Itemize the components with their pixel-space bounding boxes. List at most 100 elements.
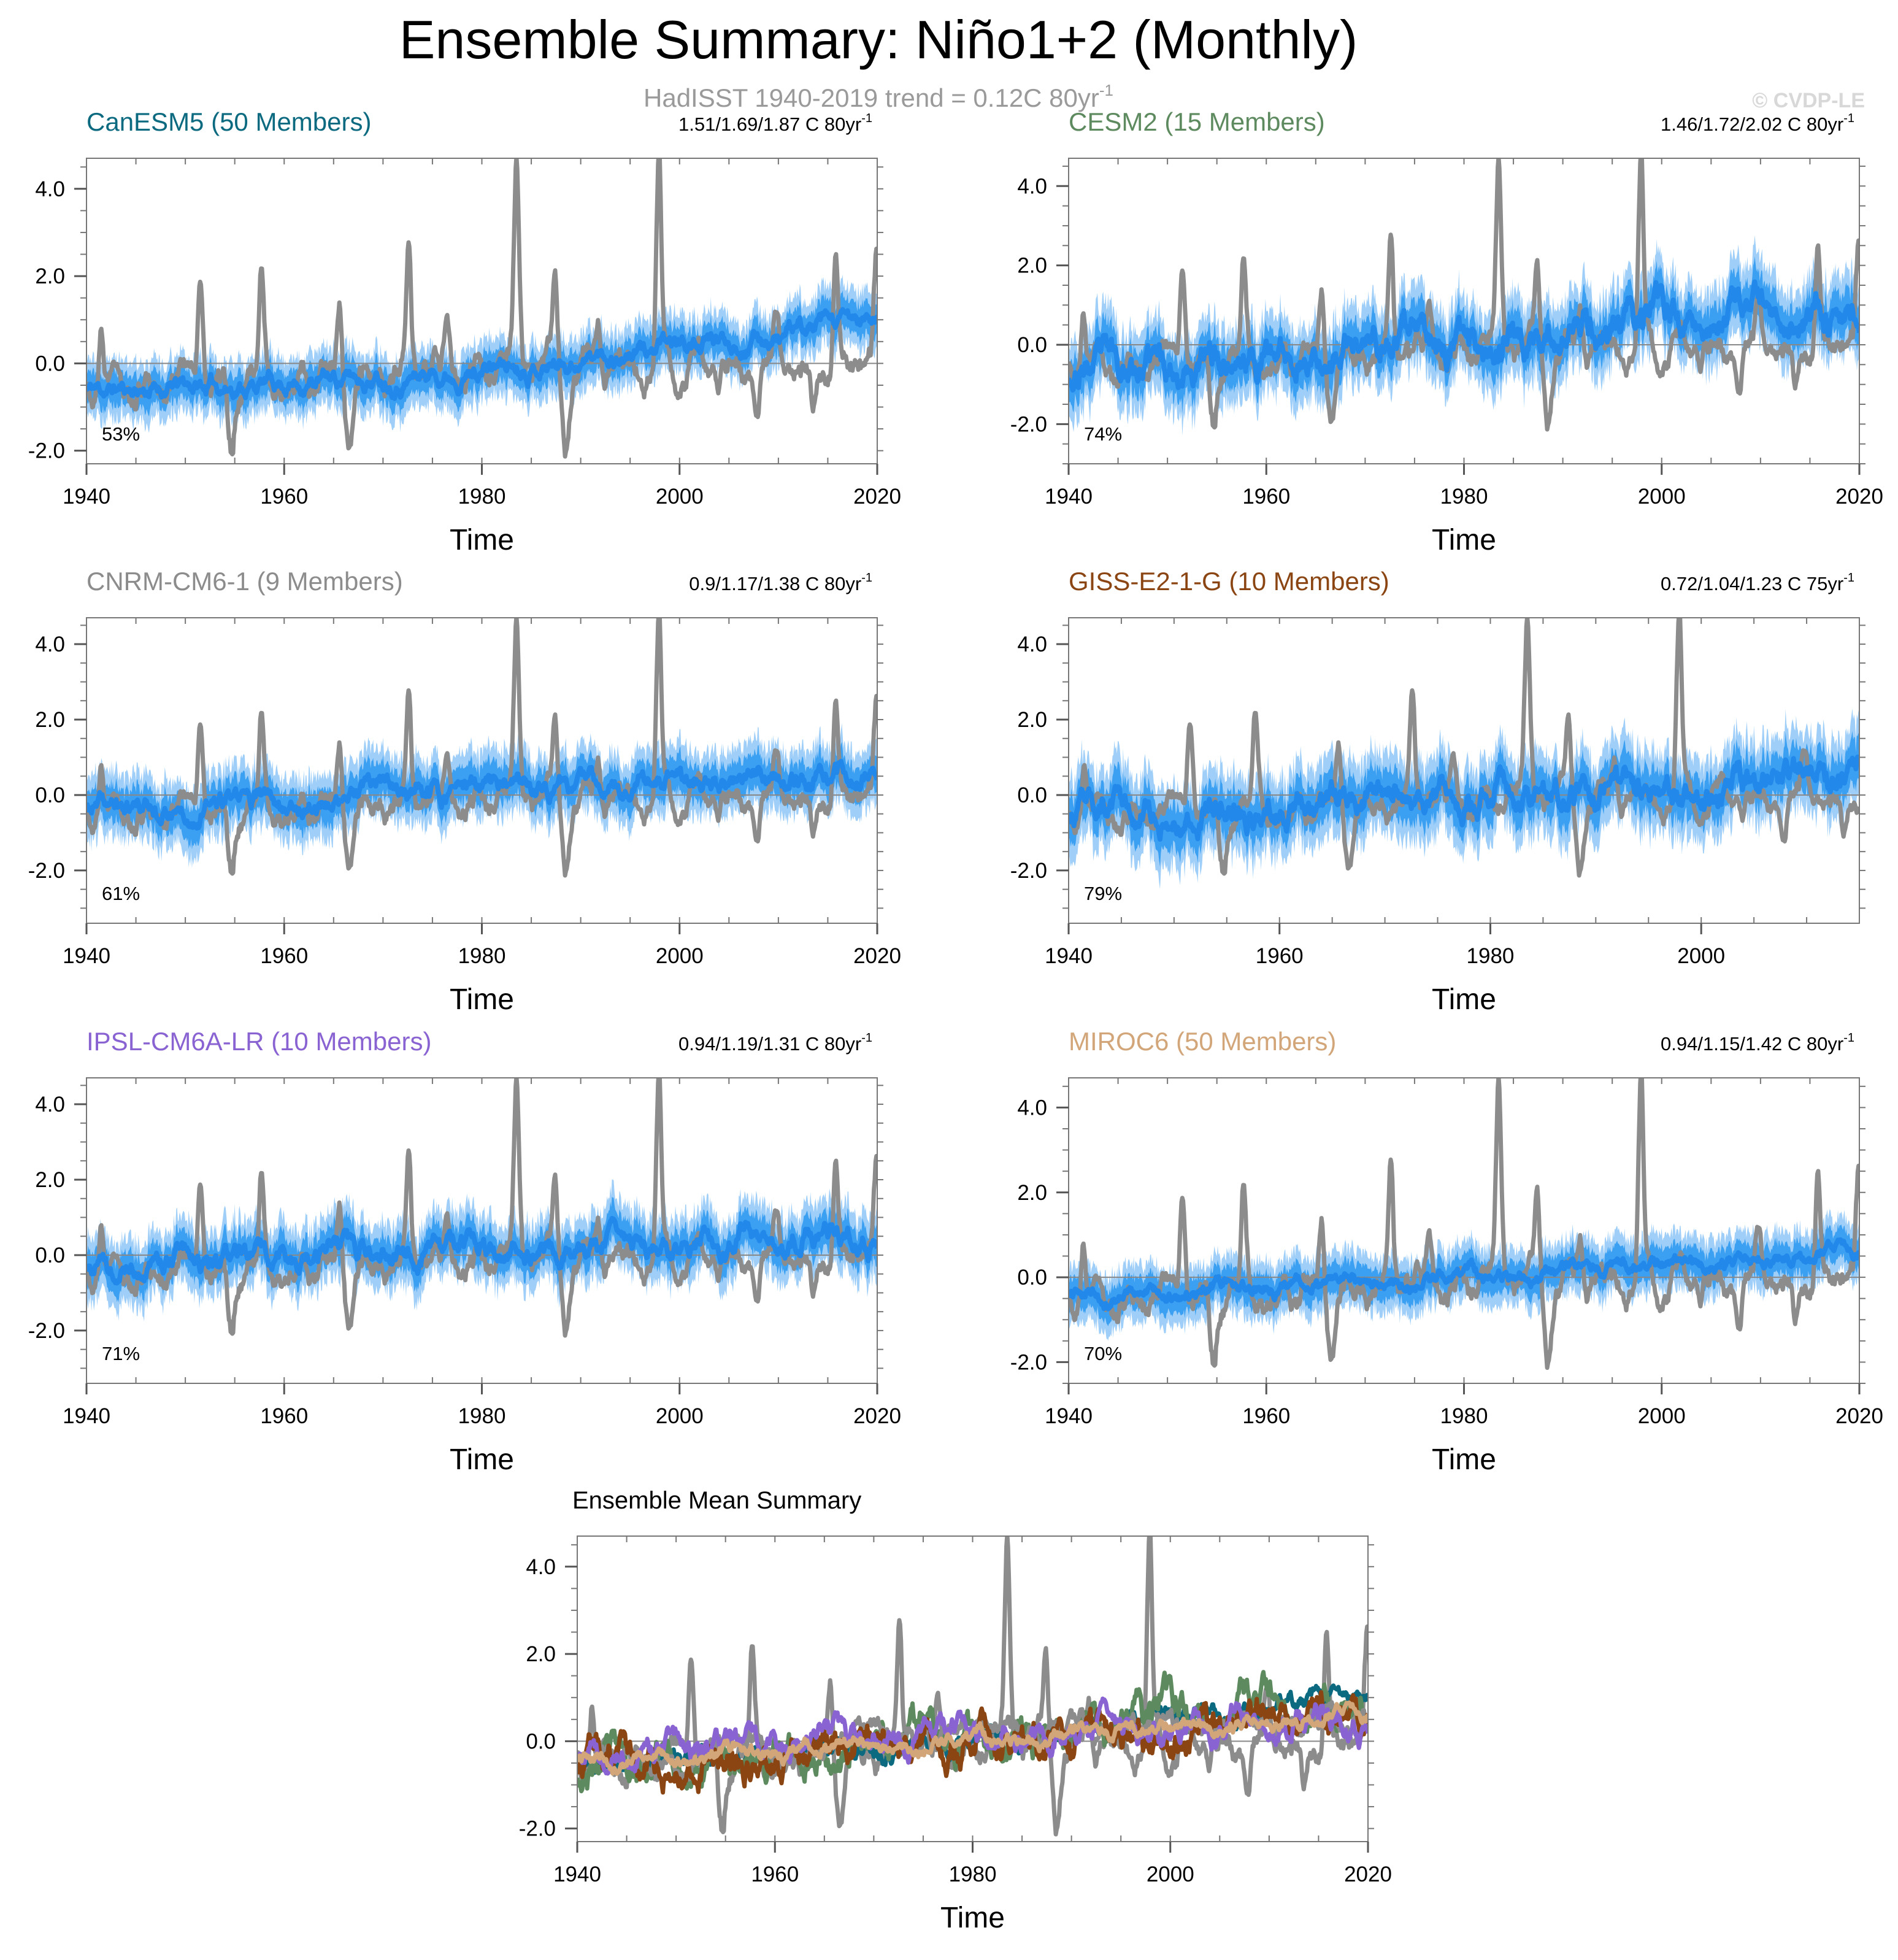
ensemble-spread-inner (86, 290, 877, 417)
percent-label: 71% (102, 1343, 140, 1364)
y-tick-label: 2.0 (35, 264, 65, 288)
trend-superscript: -1 (1843, 112, 1854, 125)
trend-superscript: -1 (861, 571, 872, 585)
y-tick-label: 2.0 (35, 1168, 65, 1192)
x-axis-title: Time (1432, 1443, 1496, 1476)
x-tick-label: 2020 (1835, 485, 1883, 509)
trend-annotation: 1.51/1.69/1.87 C 80yr-1 (678, 112, 872, 135)
trend-superscript: -1 (861, 1031, 872, 1045)
y-tick-label: 4.0 (35, 177, 65, 201)
y-tick-label: 2.0 (526, 1642, 556, 1666)
trend-annotation: 1.46/1.72/2.02 C 80yr-1 (1661, 112, 1854, 135)
panels: 1940 1960 1980 2000 2020 -2.0 0.0 2.0 4.0 Time Can… (28, 107, 1883, 1934)
trend-text: 1.51/1.69/1.87 C 80yr (678, 113, 861, 135)
percent-label: 61% (102, 883, 140, 904)
x-tick-label: 1940 (1045, 485, 1093, 509)
observed-line (86, 1078, 877, 1338)
y-tick-label: 4.0 (1017, 174, 1047, 198)
x-tick-label: 2020 (853, 485, 901, 509)
y-tick-label: -2.0 (28, 1319, 65, 1343)
x-tick-label: 1940 (1045, 1404, 1093, 1428)
x-tick-label: 1980 (1440, 1404, 1488, 1428)
x-tick-label: 2000 (1147, 1862, 1194, 1886)
subtitle-superscript: -1 (1099, 81, 1113, 99)
panel-0: 1940 1960 1980 2000 2020 -2.0 0.0 2.0 4.0 Time Can… (28, 107, 901, 556)
plot-area (1069, 1078, 1859, 1370)
trend-superscript: -1 (1843, 571, 1854, 585)
y-tick-label: -2.0 (1010, 859, 1047, 883)
ensemble-mean-line (86, 759, 877, 831)
y-tick-label: 4.0 (35, 632, 65, 656)
y-tick-label: 0.0 (1017, 783, 1047, 807)
plot-area (1069, 618, 1859, 890)
y-tick-label: 4.0 (1017, 1096, 1047, 1120)
panel-4: 1940 1960 1980 2000 2020 -2.0 0.0 2.0 4.0 Time IPS… (28, 1027, 901, 1476)
figure-subtitle: HadISST 1940-2019 trend = 0.12C 80yr-1 (644, 81, 1113, 112)
y-tick-label: -2.0 (1010, 1350, 1047, 1374)
y-tick-label: -2.0 (28, 439, 65, 463)
trend-superscript: -1 (861, 112, 872, 125)
x-tick-label: 2000 (656, 1404, 704, 1428)
panel-title: CESM2 (15 Members) (1069, 107, 1325, 136)
y-tick-label: -2.0 (1010, 412, 1047, 436)
x-axis-title: Time (450, 1443, 514, 1476)
trend-annotation: 0.72/1.04/1.23 C 75yr-1 (1661, 571, 1854, 594)
x-tick-label: 1960 (751, 1862, 799, 1886)
x-tick-label: 2000 (1677, 944, 1725, 968)
percent-label: 74% (1084, 423, 1122, 445)
x-tick-label: 1980 (458, 1404, 506, 1428)
ensemble-mean-line (86, 1216, 877, 1286)
panel-5: 1940 1960 1980 2000 2020 -2.0 0.0 2.0 4.0 Time MIR… (1010, 1027, 1883, 1476)
x-tick-label: 2000 (1638, 485, 1686, 509)
y-tick-label: -2.0 (28, 859, 65, 883)
series-line-miroc6 (577, 1701, 1368, 1776)
panel-3: 1940 1960 1980 2000 -2.0 0.0 2.0 4.0 Time GISS-E2… (1010, 567, 1865, 1016)
x-tick-label: 1960 (1242, 485, 1290, 509)
panel-6: 1940 1960 1980 2000 2020 -2.0 0.0 2.0 4.0 Time Ens… (519, 1487, 1392, 1934)
x-tick-label: 2020 (853, 944, 901, 968)
x-axis-title: Time (450, 983, 514, 1016)
y-tick-label: 0.0 (35, 1243, 65, 1267)
trend-annotation: 0.9/1.17/1.38 C 80yr-1 (689, 571, 872, 594)
y-tick-label: 0.0 (1017, 333, 1047, 357)
ensemble-mean-line (1069, 1237, 1859, 1312)
panel-title: MIROC6 (50 Members) (1069, 1027, 1336, 1056)
x-tick-label: 1980 (458, 485, 506, 509)
x-tick-label: 2020 (853, 1404, 901, 1428)
x-tick-label: 2000 (656, 485, 704, 509)
panel-title: IPSL-CM6A-LR (10 Members) (86, 1027, 431, 1056)
plot-area (86, 158, 877, 459)
y-tick-label: 2.0 (1017, 708, 1047, 732)
ensemble-mean-line (1069, 279, 1859, 393)
y-tick-label: 4.0 (526, 1555, 556, 1579)
percent-label: 70% (1084, 1343, 1122, 1364)
panel-title: CNRM-CM6-1 (9 Members) (86, 567, 403, 596)
y-tick-label: 0.0 (526, 1729, 556, 1753)
panel-2: 1940 1960 1980 2000 2020 -2.0 0.0 2.0 4.0 Time CNR… (28, 567, 901, 1016)
y-tick-label: -2.0 (519, 1817, 556, 1841)
x-tick-label: 2020 (1835, 1404, 1883, 1428)
trend-text: 0.9/1.17/1.38 C 80yr (689, 573, 861, 594)
y-tick-label: 0.0 (35, 352, 65, 375)
y-tick-label: 2.0 (1017, 254, 1047, 278)
plot-area (577, 1536, 1368, 1837)
ensemble-mean-line (1069, 755, 1859, 842)
trend-text: 1.46/1.72/2.02 C 80yr (1661, 113, 1843, 135)
x-axis-title: Time (940, 1902, 1005, 1934)
x-tick-label: 1940 (553, 1862, 601, 1886)
x-tick-label: 1940 (63, 1404, 110, 1428)
y-tick-label: 4.0 (1017, 632, 1047, 656)
x-tick-label: 1980 (949, 1862, 997, 1886)
x-tick-label: 1980 (1440, 485, 1488, 509)
x-axis-title: Time (1432, 524, 1496, 556)
x-tick-label: 1980 (458, 944, 506, 968)
ensemble-mean-line (86, 307, 877, 401)
x-axis-title: Time (450, 524, 514, 556)
y-tick-label: 4.0 (35, 1093, 65, 1116)
x-tick-label: 2000 (656, 944, 704, 968)
x-tick-label: 1980 (1467, 944, 1515, 968)
x-tick-label: 1960 (1242, 1404, 1290, 1428)
trend-annotation: 0.94/1.19/1.31 C 80yr-1 (678, 1031, 872, 1055)
panel-title: Ensemble Mean Summary (572, 1487, 861, 1514)
